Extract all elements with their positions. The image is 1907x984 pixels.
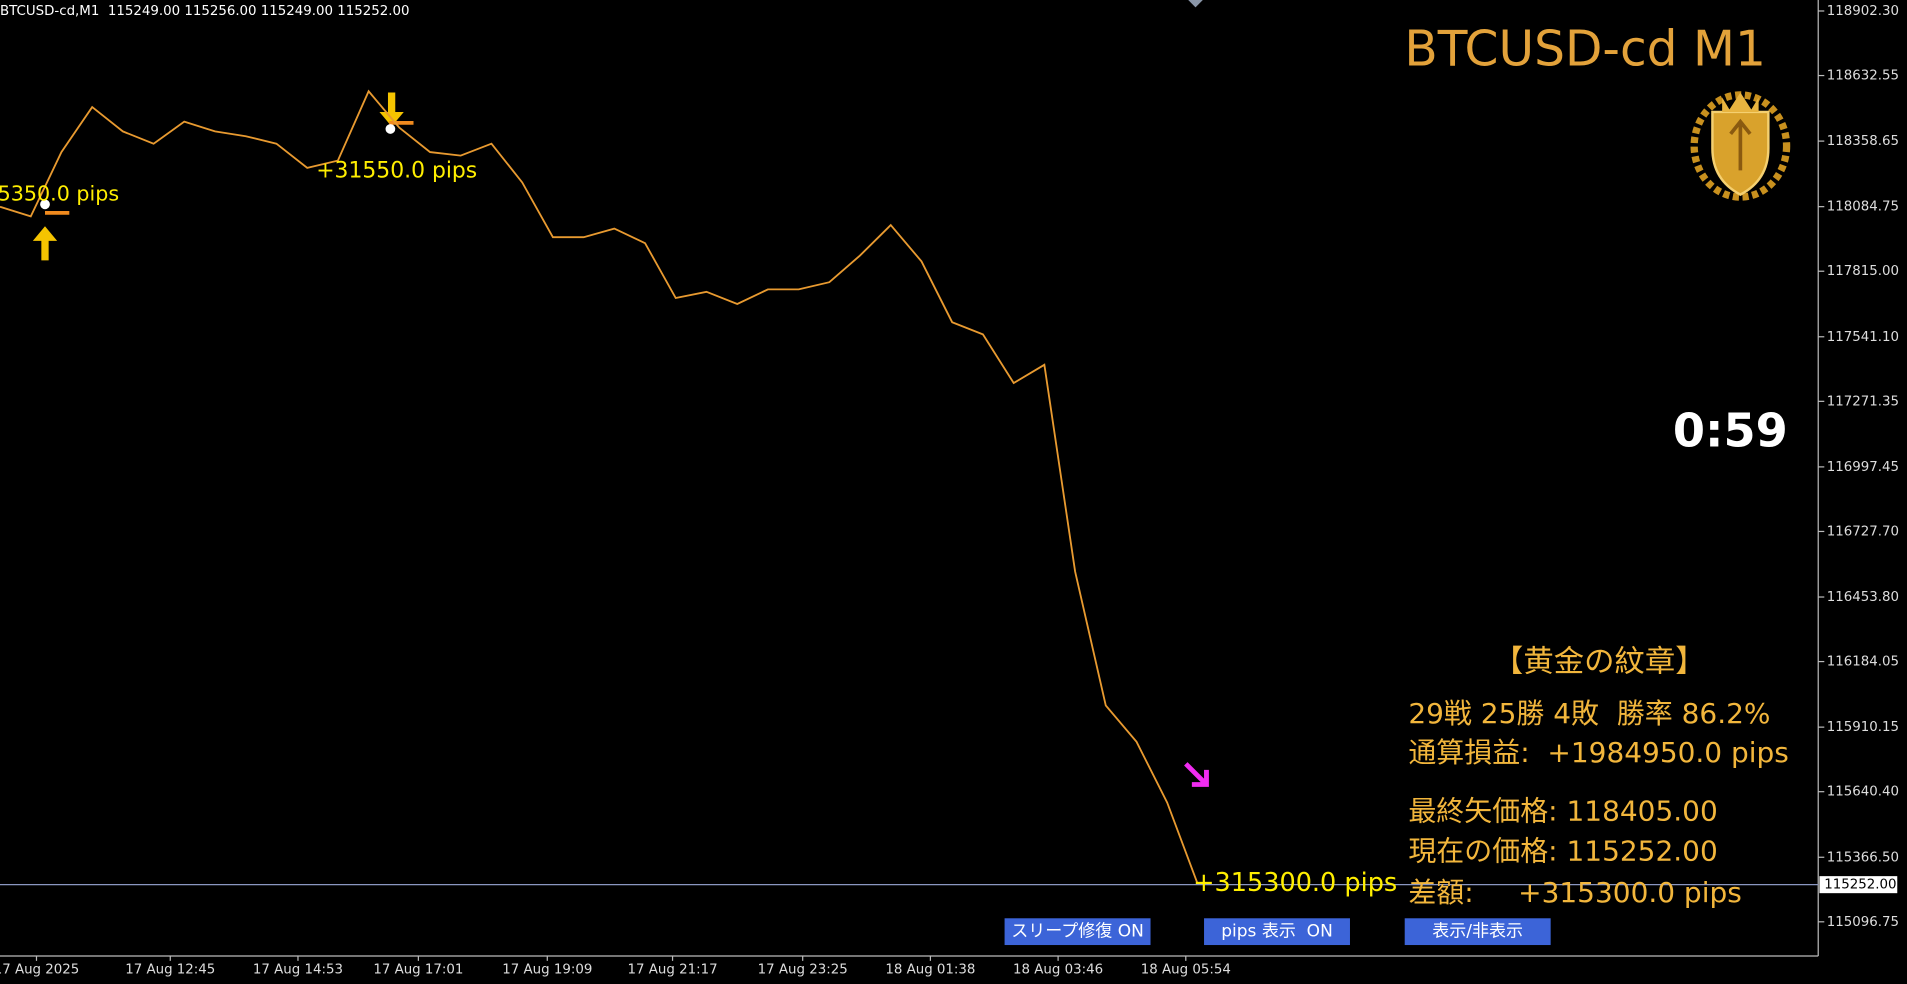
pips-annotation: +315300.0 pips [1193, 868, 1397, 898]
bar-timer: 0:59 [1673, 404, 1788, 458]
y-tick-label: 118084.75 [1827, 200, 1899, 215]
x-tick-label: 17 Aug 23:25 [758, 962, 848, 977]
y-tick-label: 117815.00 [1827, 264, 1899, 279]
x-tick-label: 17 Aug 19:09 [502, 962, 592, 977]
button-bg [1404, 918, 1551, 946]
symbol-title: BTCUSD-cd M1 [1404, 21, 1766, 77]
pips-annotation: 5350.0 pips [0, 182, 119, 206]
y-tick-label: 115096.75 [1827, 915, 1899, 930]
panel-line: 最終矢価格: 118405.00 [1408, 794, 1717, 827]
header-info: BTCUSD-cd,M1 115249.00 115256.00 115249.… [0, 4, 410, 19]
x-tick-label: 18 Aug 05:54 [1141, 962, 1231, 977]
button-bg [1204, 918, 1350, 946]
panel-line: 現在の価格: 115252.00 [1408, 835, 1717, 868]
overlay: 5350.0 pips +31550.0 pips +315300.0 pips 【黄… [0, 159, 1789, 946]
x-tick-label: 17 Aug 14:53 [253, 962, 343, 977]
panel-title: 【黄金の紋章】 [1493, 644, 1706, 679]
button-label[interactable]: pips 表示 ON [1221, 922, 1333, 942]
trade-markers [32, 92, 1209, 787]
current-price-box [1819, 876, 1898, 894]
current-price-label: 115252.00 [1824, 878, 1896, 893]
price-line [0, 89, 1199, 886]
button[interactable]: 表示/非表示 [1404, 918, 1551, 946]
y-tick-label: 117271.35 [1827, 394, 1899, 409]
y-tick-label: 118632.55 [1827, 69, 1899, 84]
emblem [1690, 91, 1791, 201]
x-tick-label: 17 Aug 17:01 [373, 962, 463, 977]
y-tick-label: 116997.45 [1827, 460, 1899, 475]
button-label[interactable]: 表示/非表示 [1432, 922, 1523, 942]
panel-line: 29戦 25勝 4敗 勝率 86.2% [1408, 697, 1770, 730]
y-tick-label: 118902.30 [1827, 4, 1899, 19]
x-tick-label: 17 Aug 21:17 [628, 962, 718, 977]
y-tick-label: 117541.10 [1827, 330, 1899, 345]
x-tick-label: 18 Aug 01:38 [885, 962, 975, 977]
x-tick-label: 17 Aug 12:45 [125, 962, 215, 977]
y-tick-label: 115640.40 [1827, 785, 1899, 800]
y-tick-label: 115910.15 [1827, 720, 1899, 735]
y-tick-label: 116727.70 [1827, 524, 1899, 539]
y-tick-label: 116184.05 [1827, 655, 1899, 670]
x-tick-label: 18 Aug 03:46 [1013, 962, 1103, 977]
panel-line: 差額: +315300.0 pips [1408, 876, 1741, 909]
y-tick-label: 118358.65 [1827, 134, 1899, 149]
button-bg [1004, 918, 1151, 946]
y-tick-label: 115366.50 [1827, 850, 1899, 865]
button[interactable]: スリープ修復 ON [1004, 918, 1151, 946]
x-tick-label: 17 Aug 2025 [0, 962, 79, 977]
panel-line: 通算損益: +1984950.0 pips [1408, 736, 1789, 769]
plot: 118902.30 118632.55 118358.65 118084.75 1178… [0, 4, 1899, 977]
pips-annotation: +31550.0 pips [316, 159, 477, 184]
button-label[interactable]: スリープ修復 ON [1011, 922, 1144, 942]
shift-marker [1188, 0, 1203, 8]
button[interactable]: pips 表示 ON [1204, 918, 1350, 946]
y-tick-label: 116453.80 [1827, 590, 1899, 605]
